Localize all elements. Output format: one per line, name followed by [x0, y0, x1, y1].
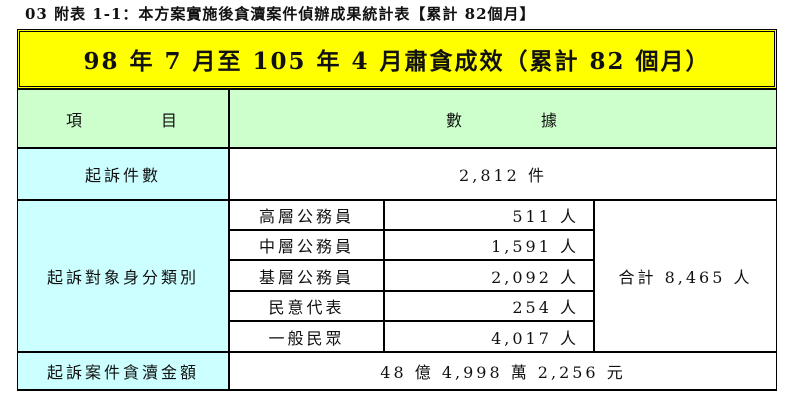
header-item: 項 目: [17, 89, 229, 148]
identity-row-value: 1,591 人: [384, 230, 594, 260]
header-data: 數 據: [229, 89, 777, 148]
identity-row-value: 254 人: [384, 291, 594, 321]
identity-row-label: 基層公務員: [229, 260, 384, 291]
amount-label: 起訴案件貪瀆金額: [17, 352, 229, 391]
identity-row-value: 2,092 人: [384, 260, 594, 291]
identity-row-label: 中層公務員: [229, 230, 384, 260]
identity-total: 合計 8,465 人: [594, 200, 777, 352]
identity-row-label: 一般民眾: [229, 321, 384, 352]
table-caption: 03 附表 1-1：本方案實施後貪瀆案件偵辦成果統計表【累計 82個月】: [25, 5, 536, 23]
indicted-cases-value: 2,812 件: [229, 148, 777, 200]
identity-row-label: 高層公務員: [229, 200, 384, 230]
identity-row-value: 511 人: [384, 200, 594, 230]
identity-row-value: 4,017 人: [384, 321, 594, 352]
identity-row-label: 民意代表: [229, 291, 384, 321]
amount-value: 48 億 4,998 萬 2,256 元: [229, 352, 777, 391]
indicted-cases-label: 起訴件數: [17, 148, 229, 200]
banner-title: 98 年 7 月至 105 年 4 月肅貪成效（累計 82 個月）: [17, 29, 777, 89]
identity-label: 起訴對象身分類別: [17, 200, 229, 352]
